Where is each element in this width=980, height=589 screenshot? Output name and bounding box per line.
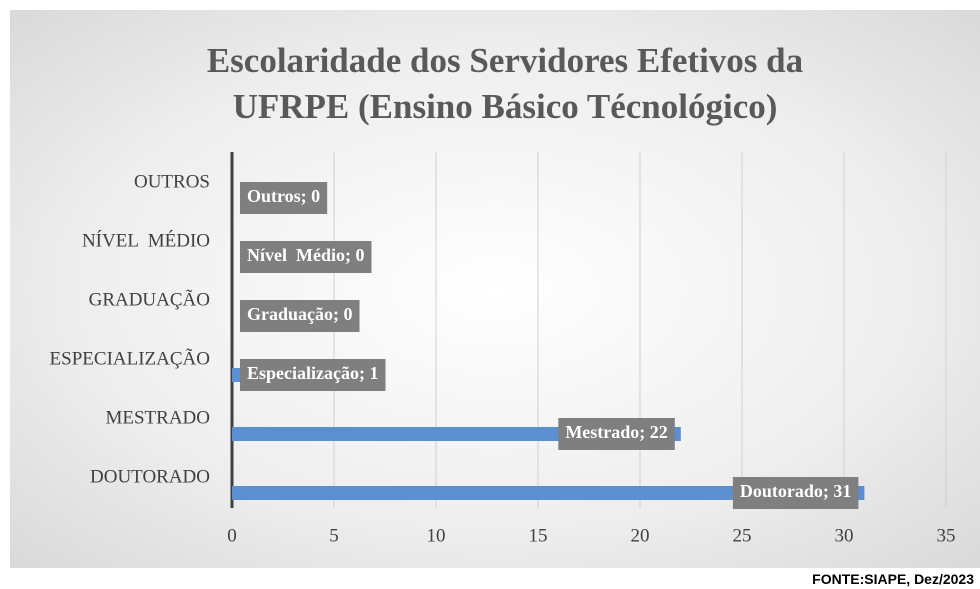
x-tick-label: 15 [529, 525, 548, 546]
y-tick-label: OUTROS [134, 171, 210, 192]
x-tick-label: 35 [937, 525, 956, 546]
source-note: FONTE:SIAPE, Dez/2023 [812, 571, 974, 587]
data-label-box [732, 477, 859, 509]
x-tick-label: 10 [427, 525, 446, 546]
y-tick-label: NÍVEL MÉDIO [82, 229, 210, 251]
data-label-box [240, 300, 360, 332]
data-label: Outros; 0 [247, 186, 320, 206]
data-label-box [240, 359, 386, 391]
x-tick-label: 30 [835, 525, 854, 546]
y-tick-label: MESTRADO [105, 407, 210, 428]
x-tick-label: 25 [733, 525, 752, 546]
data-label-box [240, 182, 328, 214]
data-label: Graduação; 0 [247, 304, 353, 324]
data-label: Nível Médio; 0 [247, 245, 364, 265]
data-label: Mestrado; 22 [565, 422, 667, 442]
x-tick-label: 0 [227, 525, 237, 546]
y-tick-label: GRADUAÇÃO [89, 288, 210, 310]
chart-title: Escolaridade dos Servidores Efetivos da … [206, 41, 804, 126]
data-label: Doutorado; 31 [740, 481, 852, 501]
data-label-box [558, 418, 675, 450]
data-label: Especialização; 1 [247, 363, 378, 383]
data-label-box [240, 241, 372, 273]
x-tick-label: 20 [631, 525, 650, 546]
chart-background [10, 10, 980, 568]
y-tick-label: ESPECIALIZAÇÃO [50, 347, 210, 369]
bar [232, 486, 865, 500]
x-tick-label: 5 [329, 525, 339, 546]
y-tick-label: DOUTORADO [90, 466, 210, 487]
